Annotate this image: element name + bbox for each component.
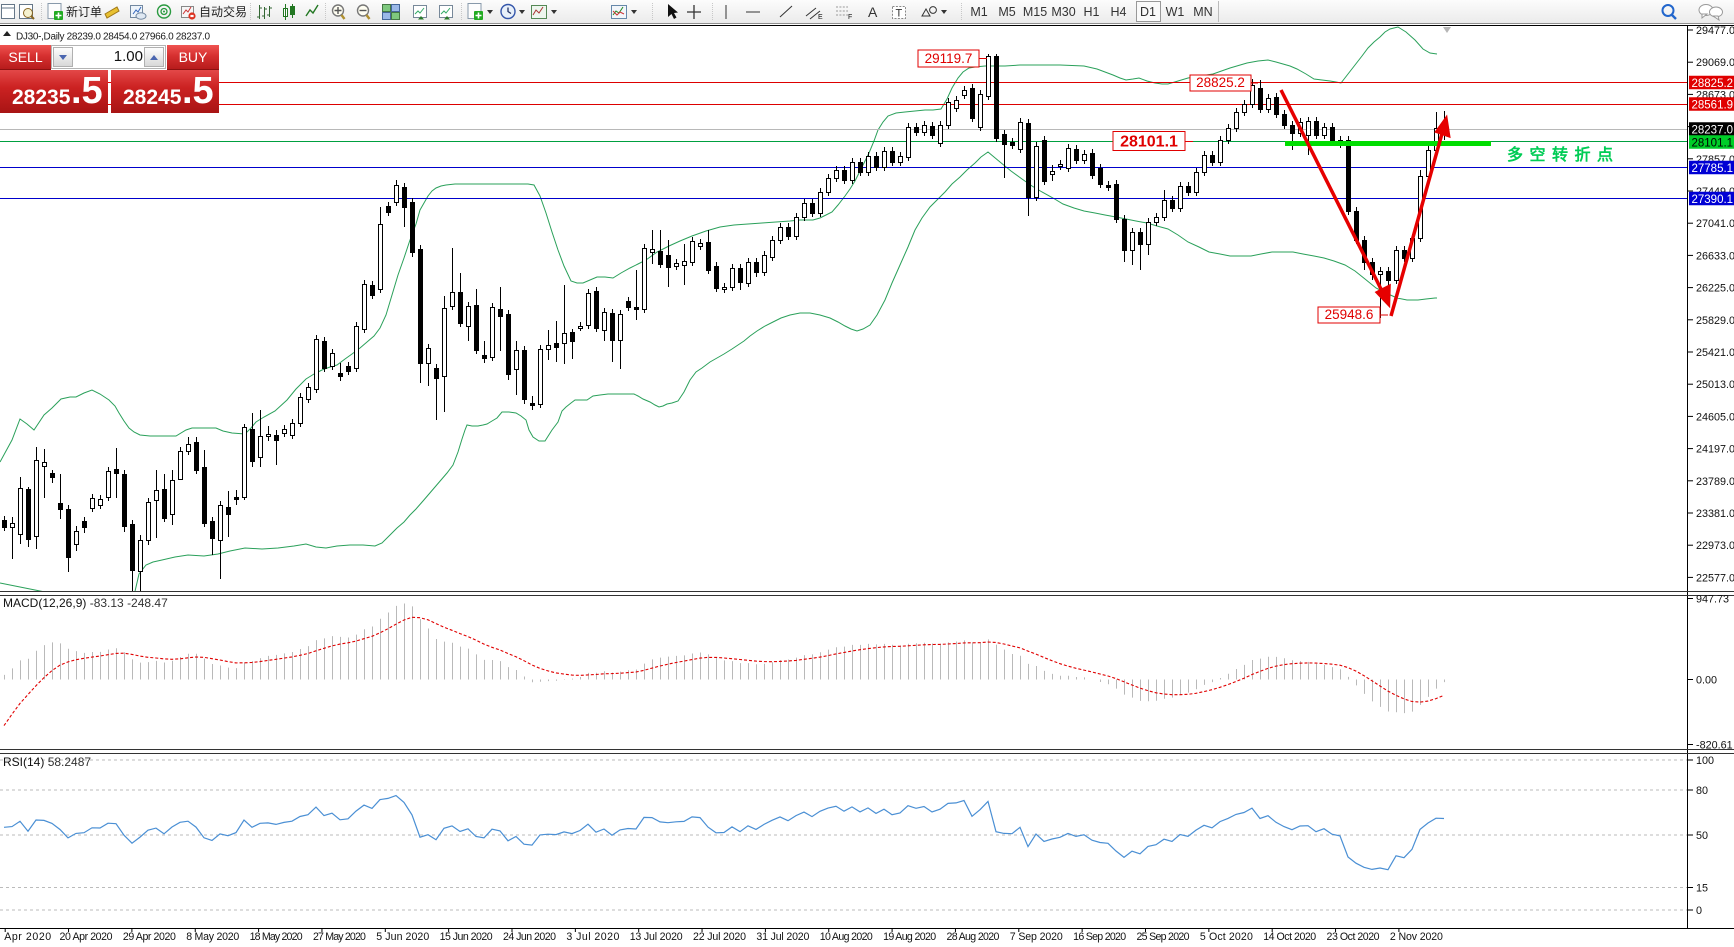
svg-text:15: 15	[1696, 883, 1708, 895]
svg-text:H4: H4	[1111, 5, 1127, 19]
svg-text:29 Apr 2020: 29 Apr 2020	[123, 931, 176, 943]
svg-text:22 Jul 2020: 22 Jul 2020	[693, 931, 746, 943]
svg-text:28825.2: 28825.2	[1196, 75, 1245, 90]
svg-text:22577.0: 22577.0	[1696, 572, 1734, 584]
svg-text:多空转折点: 多空转折点	[1507, 145, 1620, 164]
svg-text:27785.1: 27785.1	[1692, 163, 1734, 175]
svg-text:3 Jul 2020: 3 Jul 2020	[566, 931, 619, 943]
svg-text:31 Jul 2020: 31 Jul 2020	[756, 931, 809, 943]
svg-text:5 Jun 2020: 5 Jun 2020	[376, 931, 429, 943]
svg-text:100: 100	[1696, 755, 1714, 767]
svg-text:新订单: 新订单	[66, 4, 102, 19]
svg-text:23381.0: 23381.0	[1696, 508, 1734, 520]
svg-text:自动交易: 自动交易	[199, 4, 247, 19]
svg-text:T: T	[896, 8, 903, 20]
svg-text:M15: M15	[1023, 5, 1047, 19]
svg-text:29477.0: 29477.0	[1696, 25, 1734, 37]
svg-text:MACD(12,26,9) -83.13 -248.47: MACD(12,26,9) -83.13 -248.47	[3, 596, 168, 610]
svg-text:27390.1: 27390.1	[1692, 194, 1734, 206]
svg-text:50: 50	[1696, 830, 1708, 842]
svg-text:14 Oct 2020: 14 Oct 2020	[1263, 931, 1316, 943]
svg-text:25013.0: 25013.0	[1696, 379, 1734, 391]
svg-text:80: 80	[1696, 785, 1708, 797]
svg-text:27041.0: 27041.0	[1696, 218, 1734, 230]
svg-text:-820.61: -820.61	[1696, 740, 1733, 752]
svg-text:Apr 2020: Apr 2020	[4, 931, 51, 943]
svg-text:D1: D1	[1140, 5, 1156, 19]
svg-text:28101.1: 28101.1	[1120, 134, 1178, 151]
svg-text:18 May 2020: 18 May 2020	[250, 931, 303, 943]
svg-text:28825.2: 28825.2	[1692, 78, 1734, 90]
svg-text:28237.0: 28237.0	[1692, 125, 1734, 137]
svg-text:13 Jul 2020: 13 Jul 2020	[630, 931, 683, 943]
svg-text:25829.0: 25829.0	[1696, 315, 1734, 327]
svg-text:24197.0: 24197.0	[1696, 444, 1734, 456]
svg-text:15 Jun 2020: 15 Jun 2020	[440, 931, 493, 943]
svg-text:10 Aug 2020: 10 Aug 2020	[820, 931, 873, 943]
svg-text:27 May 2020: 27 May 2020	[313, 931, 366, 943]
svg-text:A: A	[868, 4, 878, 20]
svg-text:8 May 2020: 8 May 2020	[186, 931, 239, 943]
svg-text:W1: W1	[1166, 5, 1185, 19]
svg-text:E: E	[818, 14, 823, 21]
svg-text:M30: M30	[1051, 5, 1075, 19]
svg-text:16 Sep 2020: 16 Sep 2020	[1073, 931, 1126, 943]
svg-text:F: F	[848, 14, 852, 21]
svg-text:M1: M1	[970, 5, 987, 19]
svg-text:H1: H1	[1084, 5, 1100, 19]
svg-text:24 Jun 2020: 24 Jun 2020	[503, 931, 556, 943]
svg-text:M5: M5	[998, 5, 1015, 19]
svg-text:2 Nov 2020: 2 Nov 2020	[1390, 931, 1443, 943]
svg-text:7 Sep 2020: 7 Sep 2020	[1010, 931, 1063, 943]
svg-text:29119.7: 29119.7	[925, 51, 973, 66]
svg-text:28 Aug 2020: 28 Aug 2020	[946, 931, 999, 943]
svg-text:26225.0: 26225.0	[1696, 283, 1734, 295]
svg-text:28101.1: 28101.1	[1692, 138, 1734, 150]
svg-text:RSI(14) 58.2487: RSI(14) 58.2487	[3, 755, 91, 769]
svg-text:25948.6: 25948.6	[1325, 307, 1374, 322]
svg-text:26633.0: 26633.0	[1696, 250, 1734, 262]
svg-text:25 Sep 2020: 25 Sep 2020	[1137, 931, 1190, 943]
svg-text:22973.0: 22973.0	[1696, 540, 1734, 552]
svg-text:28561.9: 28561.9	[1692, 100, 1734, 112]
svg-text:0.00: 0.00	[1696, 675, 1717, 687]
svg-text:MN: MN	[1193, 5, 1212, 19]
svg-text:29069.0: 29069.0	[1696, 57, 1734, 69]
svg-text:23 Oct 2020: 23 Oct 2020	[1327, 931, 1380, 943]
svg-text:DJ30-,Daily 28239.0 28454.0 2: DJ30-,Daily 28239.0 28454.0 27966.0 2823…	[16, 32, 210, 43]
svg-text:0: 0	[1696, 905, 1702, 917]
svg-text:5 Oct 2020: 5 Oct 2020	[1200, 931, 1253, 943]
svg-text:20 Apr 2020: 20 Apr 2020	[60, 931, 113, 943]
svg-text:19 Aug 2020: 19 Aug 2020	[883, 931, 936, 943]
svg-text:25421.0: 25421.0	[1696, 347, 1734, 359]
svg-text:23789.0: 23789.0	[1696, 476, 1734, 488]
svg-text:24605.0: 24605.0	[1696, 411, 1734, 423]
svg-text:947.73: 947.73	[1696, 594, 1729, 606]
